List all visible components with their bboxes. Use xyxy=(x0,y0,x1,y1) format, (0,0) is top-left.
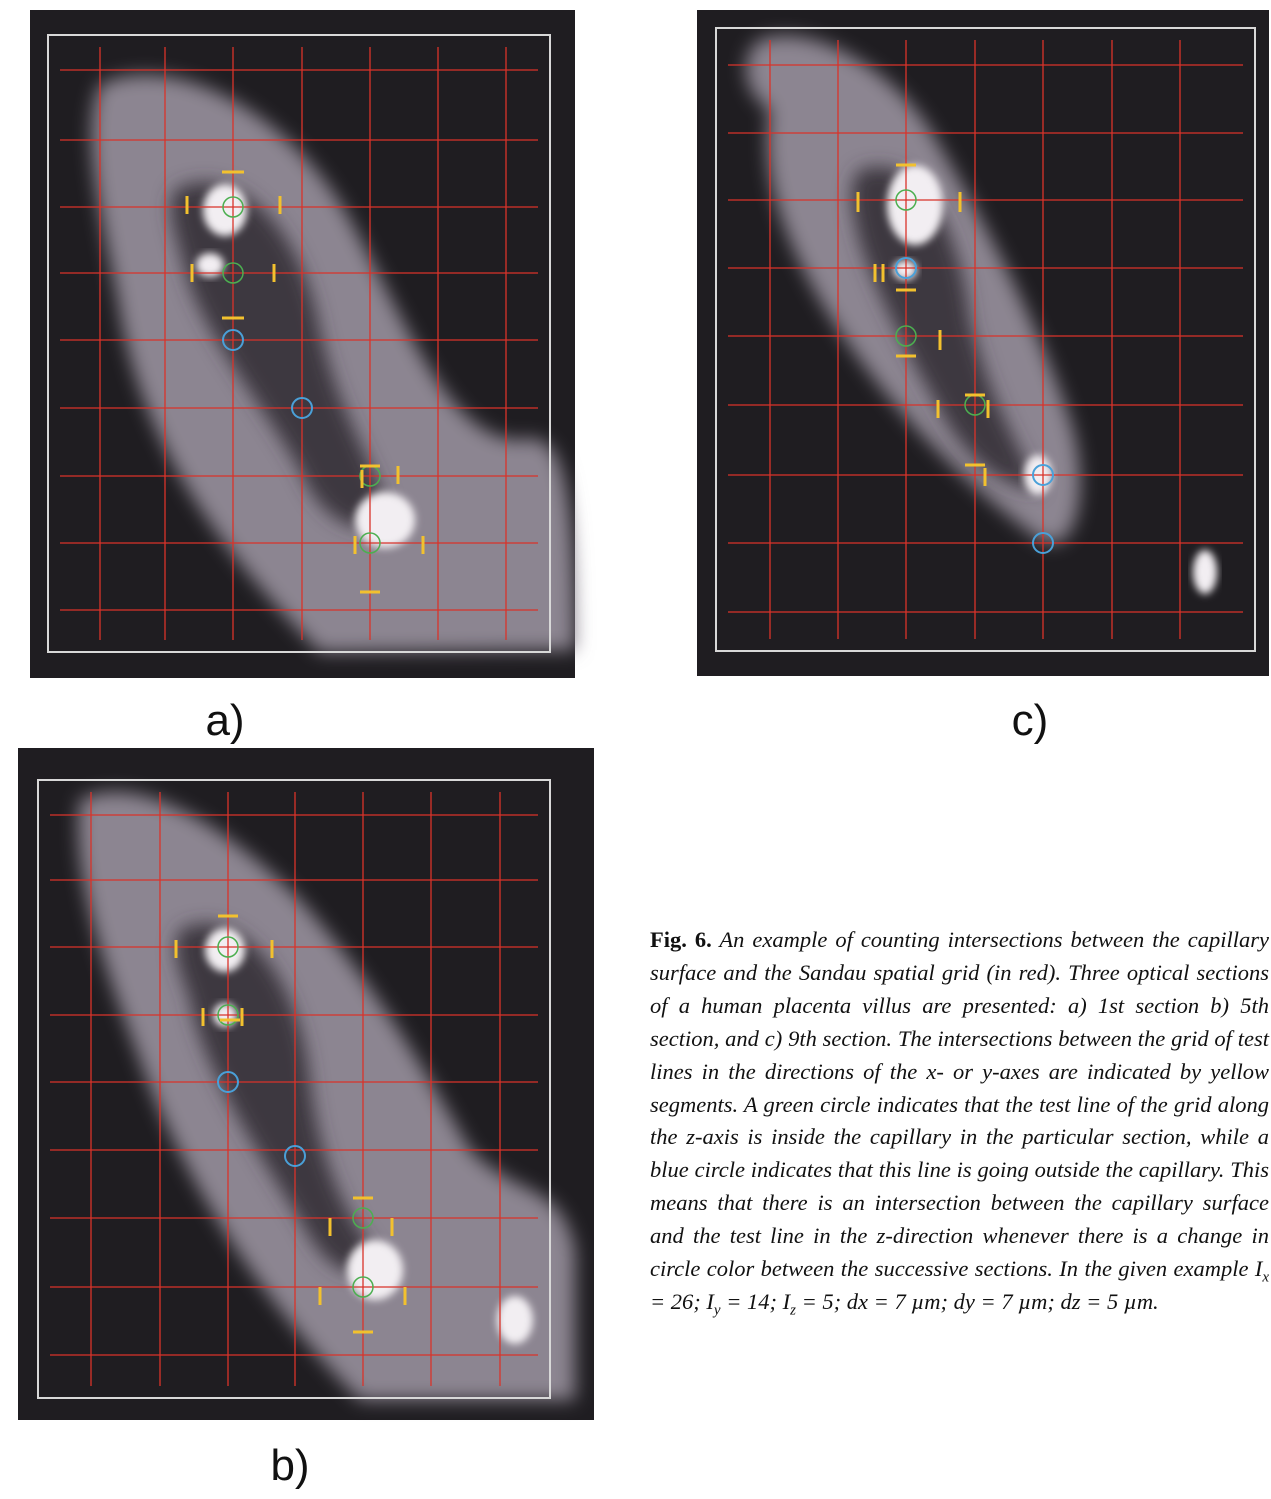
image-panel xyxy=(18,748,594,1420)
capillary xyxy=(355,492,415,548)
page: {"figure": { "panels": [{"label": "a)"},… xyxy=(0,0,1271,1499)
subscript: x xyxy=(1262,1270,1269,1286)
caption-run: = 14; I xyxy=(721,1289,791,1314)
image-panel xyxy=(697,10,1269,676)
panel-label: b) xyxy=(270,1441,309,1490)
capillary xyxy=(205,928,245,972)
caption-text: An example of counting intersections bet… xyxy=(650,927,1269,1314)
caption-run: = 26; I xyxy=(650,1289,714,1314)
capillary xyxy=(1193,550,1217,594)
panel-label: c) xyxy=(1012,696,1049,745)
image-panel xyxy=(30,10,575,678)
capillary xyxy=(203,184,247,236)
panel-label: a) xyxy=(205,696,244,745)
figure-number: Fig. 6. xyxy=(650,927,712,952)
subscript: y xyxy=(714,1302,721,1318)
caption: Fig. 6. An example of counting intersect… xyxy=(650,924,1269,1319)
capillary xyxy=(497,1296,533,1344)
caption-run: An example of counting intersections bet… xyxy=(650,927,1269,1281)
capillary xyxy=(347,1240,403,1300)
caption-run: = 5; dx = 7 µm; dy = 7 µm; dz = 5 µm. xyxy=(796,1289,1159,1314)
